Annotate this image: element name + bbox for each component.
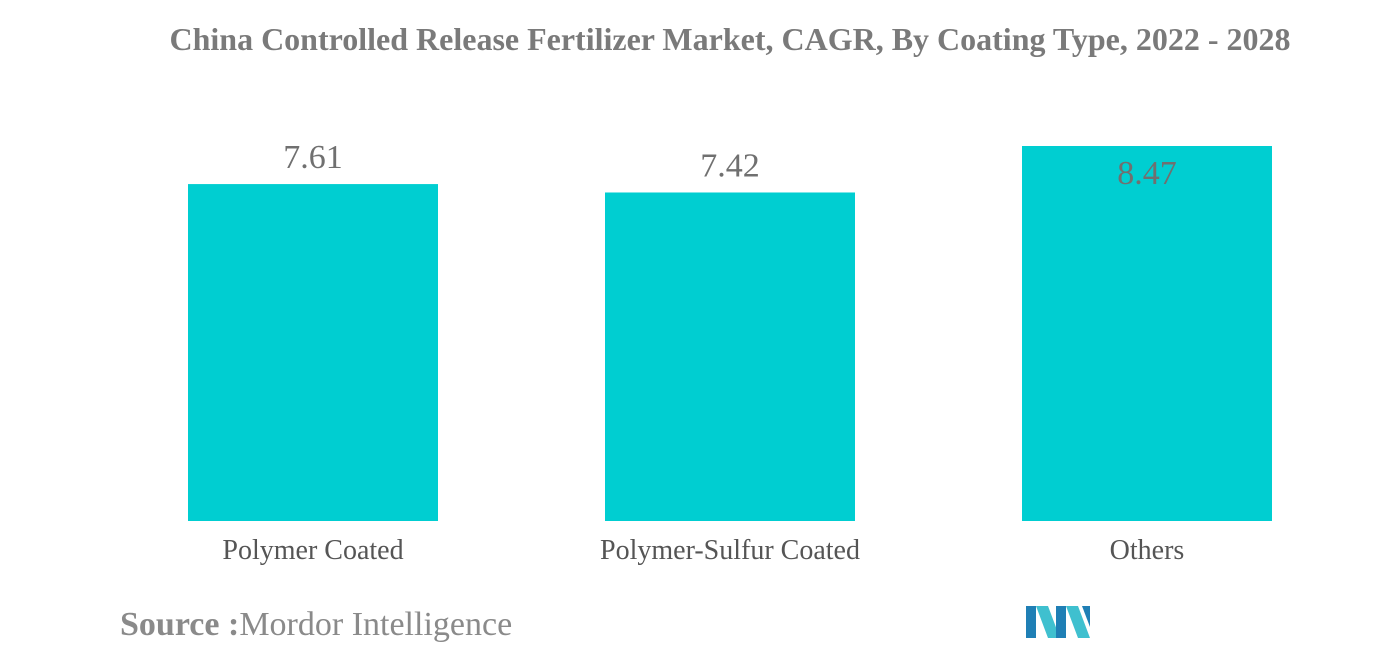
source-text: Mordor Intelligence <box>239 606 513 643</box>
category-label: Polymer-Sulfur Coated <box>600 535 860 566</box>
logo-shape-diag-2 <box>1066 606 1090 638</box>
value-label: 8.47 <box>1117 155 1177 192</box>
bar-chart: 7.61 7.42 8.47 Polymer Coated Polymer-Sulfu… <box>188 139 1272 566</box>
logo-shape-right <box>1082 606 1090 627</box>
logo-shape-left <box>1026 606 1036 638</box>
category-label: Polymer Coated <box>222 535 403 566</box>
logo-shape-mid <box>1056 606 1066 638</box>
value-label: 7.42 <box>700 147 760 184</box>
category-labels-group: Polymer Coated Polymer-Sulfur Coated Other… <box>222 535 1184 566</box>
bars-group <box>188 146 1272 521</box>
category-label: Others <box>1110 535 1185 566</box>
chart-title: China Controlled Release Fertilizer Mark… <box>169 21 1291 57</box>
logo-shape-diag-1 <box>1036 606 1060 638</box>
bar-polymer-coated <box>188 184 438 521</box>
source-label: Source : <box>120 606 240 643</box>
bar-others <box>1022 146 1272 521</box>
bar-polymer-sulfur-coated <box>605 192 855 521</box>
source-note: Source :Mordor Intelligence <box>120 606 512 644</box>
value-label: 7.61 <box>283 139 343 176</box>
mordor-intelligence-logo-icon <box>1026 603 1092 644</box>
value-labels-group: 7.61 7.42 8.47 <box>283 139 1177 192</box>
